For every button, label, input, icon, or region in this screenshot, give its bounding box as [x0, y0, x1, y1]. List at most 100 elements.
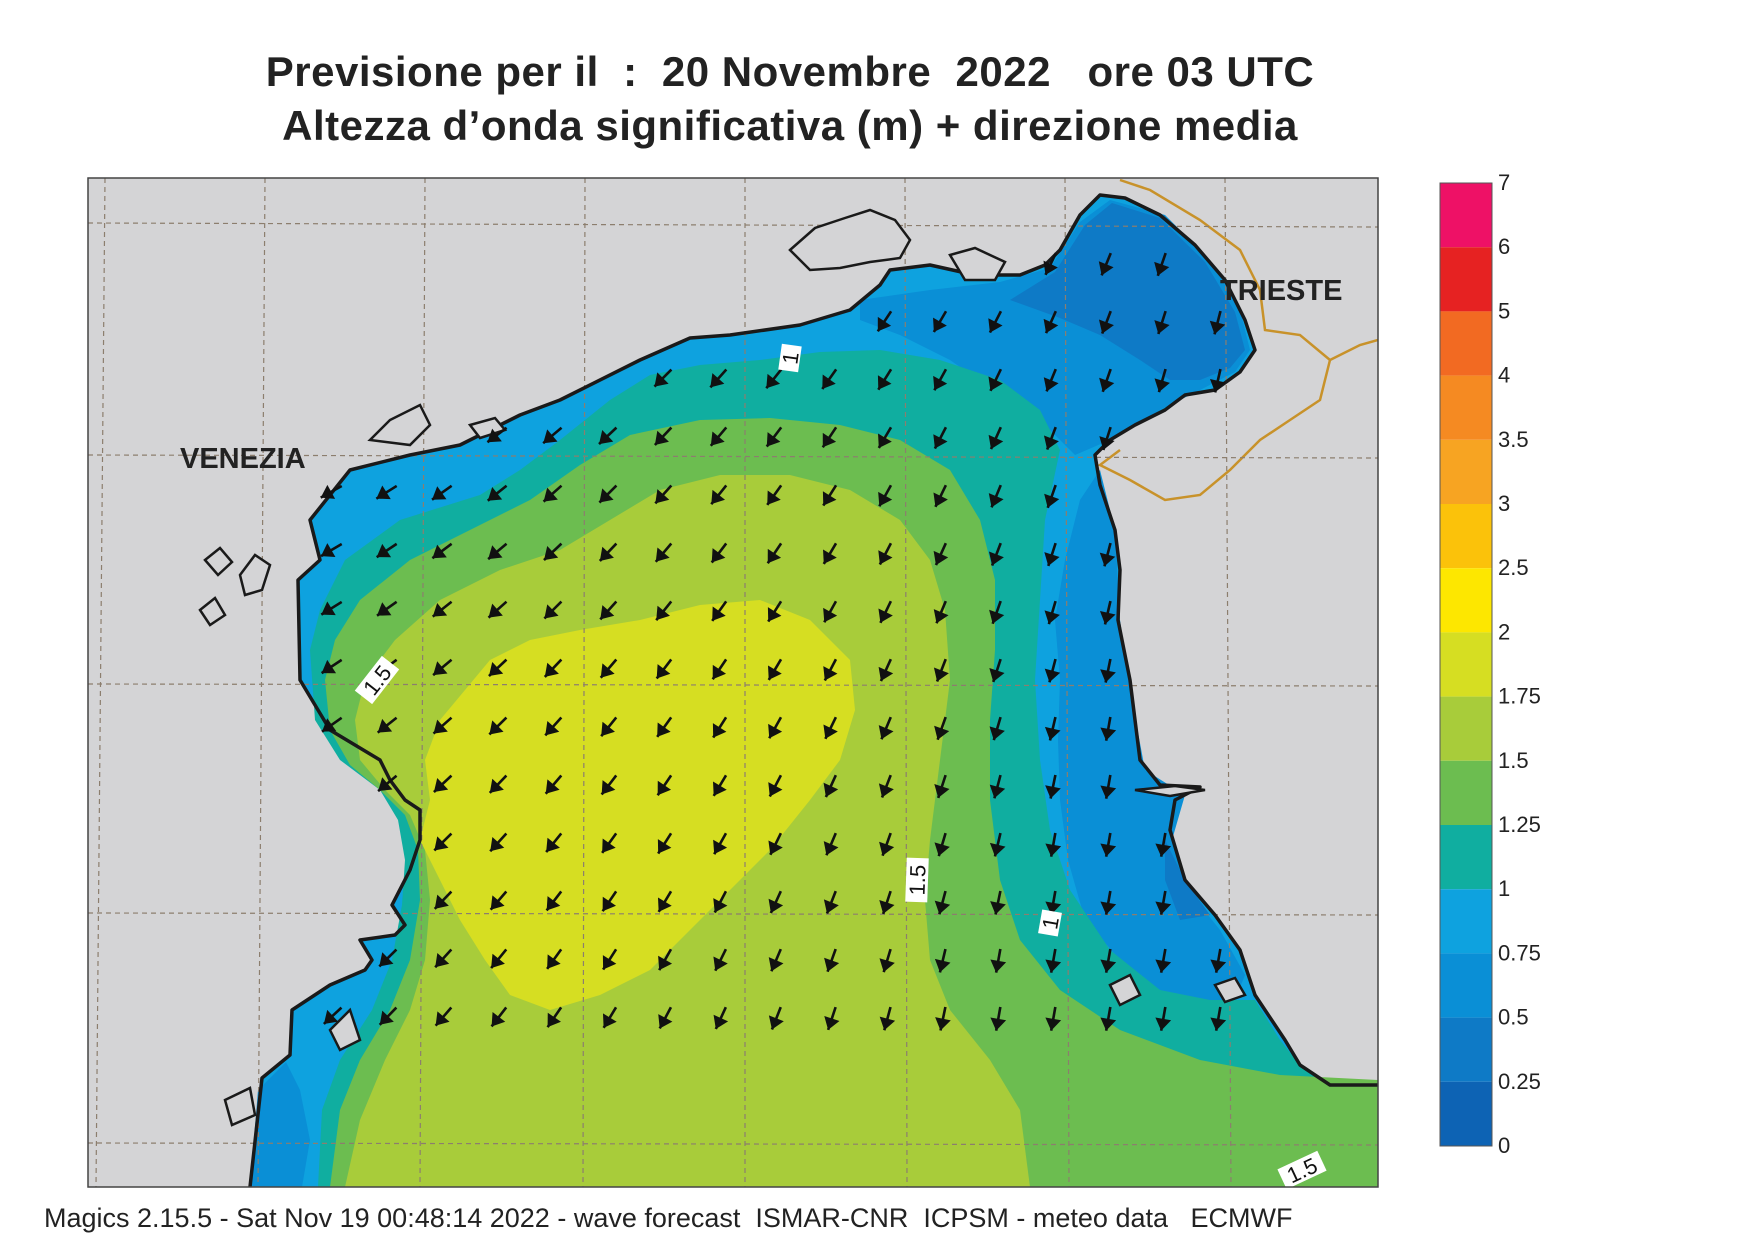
band-0-5-west: [250, 1062, 310, 1187]
legend-label: 3.5: [1498, 427, 1529, 452]
direction-arrow-head: [1100, 785, 1117, 799]
direction-arrow-head: [934, 784, 950, 798]
direction-arrow-head: [712, 723, 727, 738]
direction-arrow-head: [988, 551, 1004, 566]
direction-arrow-head: [323, 1009, 339, 1024]
graticule: [88, 178, 1378, 1187]
direction-arrow-head: [1043, 435, 1059, 450]
direction-arrow-head: [600, 663, 615, 678]
map-panel: 1 1.5 1.5 1 1.5 VENEZIA TRIESTE: [88, 178, 1378, 1187]
legend-swatch: [1440, 504, 1492, 569]
lagoon-islands: [198, 208, 1247, 1127]
legend-swatch: [1440, 183, 1492, 248]
direction-arrow-head: [656, 664, 671, 679]
direction-arrow-head: [768, 840, 783, 855]
direction-arrow-head: [490, 837, 505, 852]
direction-arrow-head: [544, 662, 559, 677]
direction-arrow-head: [768, 1015, 784, 1030]
direction-arrow-head: [1099, 377, 1115, 392]
contour-label-3: 1.5: [904, 857, 931, 903]
direction-arrow-head: [713, 839, 728, 855]
legend-swatch: [1440, 696, 1492, 761]
contour-label-text: 1.5: [904, 864, 930, 895]
direction-arrow-head: [767, 490, 781, 505]
direction-arrow-head: [933, 492, 948, 507]
direction-arrow-head: [432, 486, 447, 500]
direction-arrow-head: [711, 489, 726, 505]
direction-arrow-head: [712, 606, 726, 621]
direction-arrow-head: [934, 900, 951, 915]
direction-arrow-head: [823, 841, 839, 856]
country-border: [1097, 178, 1332, 502]
direction-arrow-head: [435, 953, 450, 968]
direction-arrow-head: [1044, 726, 1061, 741]
direction-arrow-head: [376, 543, 392, 558]
legend-label: 0.25: [1498, 1069, 1541, 1094]
direction-arrow-head: [1099, 552, 1116, 567]
title-line-1: Previsione per il : 20 Novembre 2022 ore…: [265, 48, 1315, 95]
direction-arrow-head: [546, 896, 561, 911]
contour-label-text: 1: [1037, 915, 1064, 931]
legend-label: 0: [1498, 1133, 1510, 1158]
direction-arrow-head: [1155, 901, 1172, 915]
band-0-25: [1010, 203, 1245, 380]
direction-arrow-head: [1043, 260, 1058, 275]
legend-swatch: [1440, 889, 1492, 954]
direction-arrow-head: [933, 667, 949, 682]
direction-arrow-head: [878, 666, 894, 682]
direction-arrow-head: [989, 784, 1006, 799]
legend-label: 1.75: [1498, 684, 1541, 709]
direction-arrow-head: [712, 664, 727, 680]
direction-arrow-head: [544, 604, 559, 619]
direction-arrow-head: [823, 724, 838, 739]
direction-arrow-head: [933, 609, 949, 624]
direction-arrow-head: [879, 1016, 896, 1031]
legend-frame: [1439, 182, 1493, 1147]
direction-arrow-head: [768, 723, 783, 739]
direction-arrow-head: [934, 958, 951, 973]
direction-arrow-head: [933, 375, 948, 391]
direction-arrow-head: [1043, 318, 1059, 334]
title-line-2: Altezza d’onda significativa (m) + direz…: [282, 102, 1298, 149]
direction-arrow-head: [655, 547, 670, 562]
direction-arrow-head: [988, 493, 1004, 508]
direction-arrow-head: [1098, 261, 1114, 276]
direction-arrow-head: [822, 374, 836, 389]
direction-arrow-head: [487, 486, 503, 501]
direction-arrow-head: [547, 1012, 561, 1028]
legend-label: 6: [1498, 234, 1510, 259]
contour-label-text: 1: [777, 350, 803, 366]
wave-direction-arrows: [320, 252, 1227, 1031]
contour-label-4: 1: [1037, 909, 1064, 937]
direction-arrow-head: [988, 434, 1004, 450]
legend-swatch: [1440, 760, 1492, 825]
direction-arrow-head: [1100, 669, 1116, 683]
legend-swatch: [1440, 247, 1492, 312]
direction-arrow-head: [602, 896, 616, 912]
direction-arrow-head: [823, 782, 839, 798]
direction-arrow-head: [877, 375, 892, 390]
direction-arrow-head: [989, 668, 1005, 682]
direction-arrow-head: [988, 376, 1003, 391]
direction-arrow-head: [935, 1017, 951, 1031]
direction-arrow-head: [433, 719, 448, 734]
direction-arrow-head: [1209, 320, 1226, 335]
direction-arrow-head: [1100, 901, 1117, 915]
direction-arrow-head: [599, 546, 614, 561]
direction-arrow-head: [545, 779, 560, 794]
place-label-trieste: TRIESTE: [1220, 275, 1342, 307]
legend-swatch: [1440, 439, 1492, 504]
direction-arrow-head: [488, 603, 503, 618]
direction-arrow-head: [435, 1011, 450, 1026]
direction-arrow-head: [1044, 493, 1060, 508]
legend-label: 4: [1498, 363, 1510, 388]
country-border-east: [1329, 338, 1378, 362]
direction-arrow-head: [599, 488, 614, 503]
direction-arrow-head: [491, 953, 505, 969]
direction-arrow-head: [434, 894, 449, 909]
legend-label: 0.5: [1498, 1005, 1529, 1030]
direction-arrow-head: [713, 956, 728, 971]
direction-arrow-head: [434, 836, 449, 851]
legend-swatch: [1440, 632, 1492, 697]
direction-arrow-head: [713, 1014, 729, 1029]
